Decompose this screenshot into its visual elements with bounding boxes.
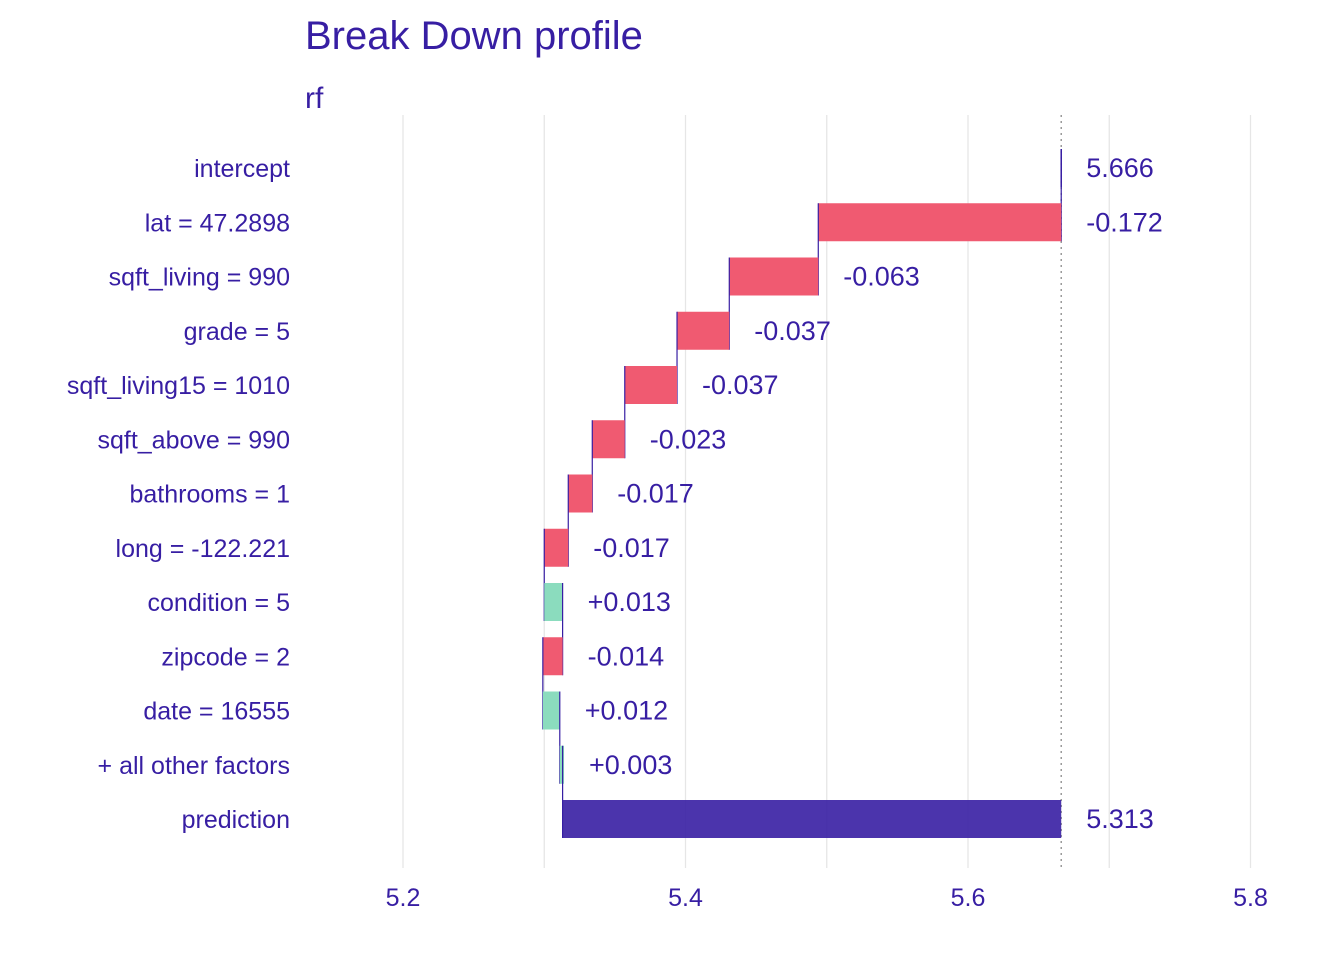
row-label: sqft_above = 990 (97, 426, 290, 454)
contribution-bar (542, 691, 560, 730)
contribution-bar (568, 474, 593, 513)
row-label: prediction (182, 806, 290, 834)
contribution-bar (729, 257, 819, 296)
row-label: intercept (194, 155, 290, 183)
x-tick-label: 5.8 (1233, 884, 1268, 912)
contribution-bar (677, 311, 730, 350)
row-label: sqft_living = 990 (109, 264, 290, 292)
value-label: +0.013 (588, 587, 671, 617)
x-tick-label: 5.4 (668, 884, 703, 912)
value-label: -0.037 (702, 370, 779, 400)
value-label: -0.017 (593, 533, 670, 563)
value-label: -0.172 (1086, 207, 1163, 237)
contribution-bar (818, 203, 1062, 242)
row-label: long = -122.221 (116, 535, 290, 563)
chart-title: Break Down profile (305, 14, 643, 58)
row-label: zipcode = 2 (161, 643, 290, 671)
row-label: grade = 5 (184, 318, 290, 346)
row-label: + all other factors (98, 752, 290, 780)
value-label: +0.012 (585, 696, 668, 726)
value-label: -0.014 (588, 641, 665, 671)
contribution-bar (624, 366, 678, 404)
contribution-bar (542, 637, 563, 676)
value-label: -0.017 (617, 479, 694, 509)
value-label: +0.003 (589, 750, 672, 780)
contribution-bar (544, 583, 563, 621)
value-label: -0.037 (754, 316, 831, 346)
x-tick-label: 5.2 (386, 884, 421, 912)
prediction-bar (562, 800, 1062, 838)
contribution-bar (544, 528, 569, 567)
contribution-bar (559, 745, 565, 784)
contribution-bar (592, 420, 625, 459)
value-label: 5.666 (1086, 153, 1154, 183)
row-label: date = 16555 (143, 698, 290, 726)
row-label: condition = 5 (148, 589, 290, 617)
value-label: -0.063 (843, 262, 920, 292)
value-label: 5.313 (1086, 804, 1154, 834)
row-label: lat = 47.2898 (145, 209, 290, 237)
chart-subtitle: rf (305, 82, 324, 115)
row-label: bathrooms = 1 (129, 481, 290, 509)
row-label: sqft_living15 = 1010 (67, 372, 290, 400)
value-label: -0.023 (650, 424, 727, 454)
x-tick-label: 5.6 (951, 884, 986, 912)
